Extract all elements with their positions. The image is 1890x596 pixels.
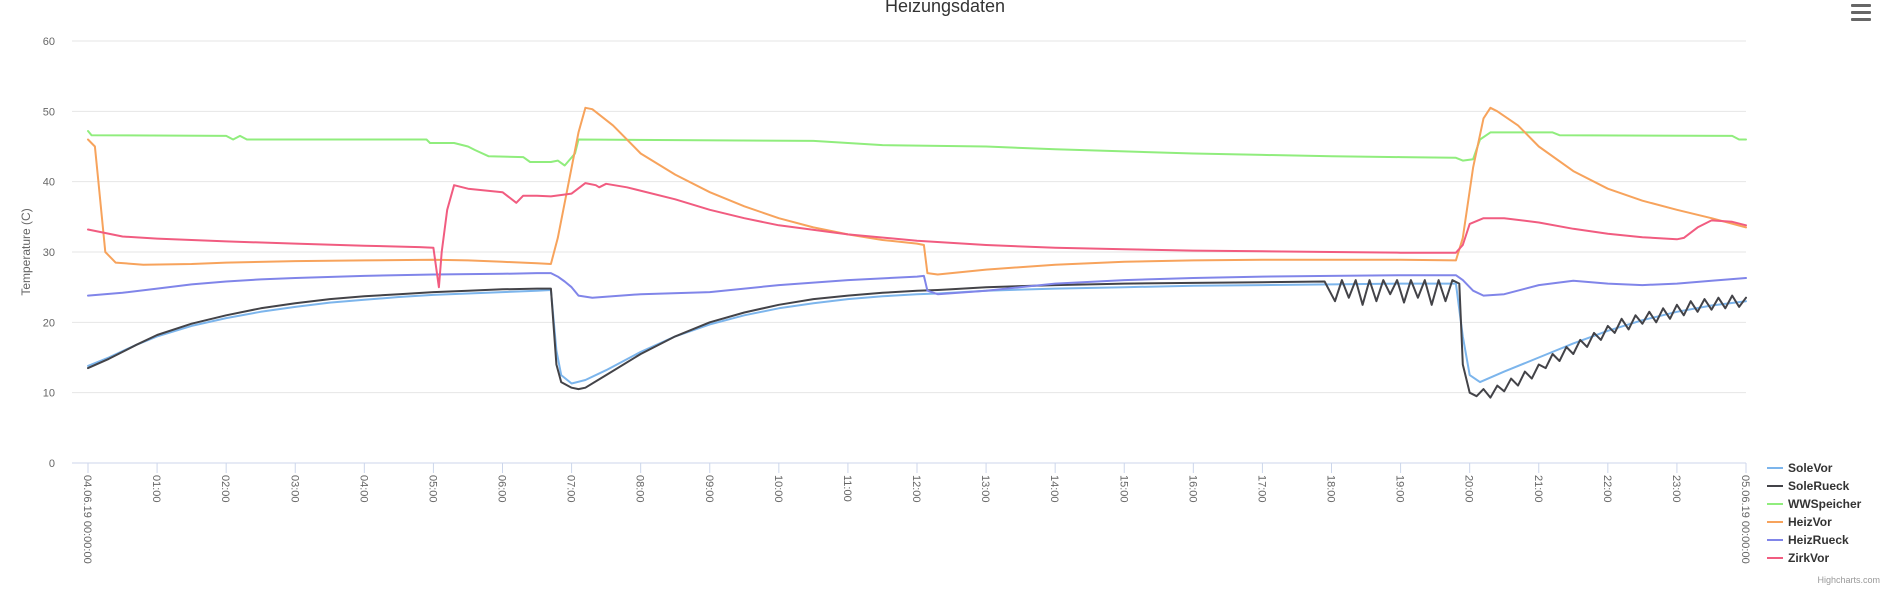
hamburger-bar <box>1851 4 1871 7</box>
x-tick-label: 18:00 <box>1325 475 1337 503</box>
x-tick-label: 09:00 <box>703 475 715 503</box>
x-tick-label: 08:00 <box>634 475 646 503</box>
y-tick-label: 40 <box>43 177 55 189</box>
hamburger-bar <box>1851 11 1871 14</box>
x-tick-label: 01:00 <box>150 475 162 503</box>
x-axis: 04.06.19 00:00:00 01:00 02:00 03:00 04:00 05:… <box>81 463 1751 564</box>
x-tick-label: 05:00 <box>426 475 438 503</box>
y-tick-label: 60 <box>43 36 55 48</box>
x-tick-label: 04.06.19 00:00:00 <box>81 475 93 564</box>
series-line-solerueck[interactable] <box>87 279 1747 399</box>
x-tick-label: 03:00 <box>288 475 300 503</box>
x-tick-label: 13:00 <box>979 475 991 503</box>
x-tick-label: 12:00 <box>910 475 922 503</box>
x-tick-label: 23:00 <box>1670 475 1682 503</box>
x-tick-label: 07:00 <box>565 475 577 503</box>
series-line-heizvor[interactable] <box>87 106 1747 276</box>
credits-link[interactable]: Highcharts.com <box>1817 575 1880 585</box>
y-axis-tick-labels: 0 10 20 30 40 50 60 <box>43 36 55 470</box>
x-tick-label: 02:00 <box>219 475 231 503</box>
x-tick-label: 17:00 <box>1255 475 1267 503</box>
x-tick-label: 06:00 <box>496 475 508 503</box>
y-tick-label: 20 <box>43 317 55 329</box>
legend-item-solerueck[interactable]: SoleRueck <box>1788 479 1850 493</box>
x-tick-label: 19:00 <box>1394 475 1406 503</box>
x-tick-label: 04:00 <box>357 475 369 503</box>
series-line-solevor[interactable] <box>87 282 1747 385</box>
legend-item-heizrueck[interactable]: HeizRueck <box>1788 533 1849 547</box>
x-tick-label: 16:00 <box>1186 475 1198 503</box>
legend[interactable]: SoleVor SoleRueck WWSpeicher HeizVor HeizRue… <box>1767 461 1862 565</box>
series-line-zirkvor[interactable] <box>87 182 1747 289</box>
x-tick-label: 22:00 <box>1601 475 1613 503</box>
x-tick-label: 10:00 <box>772 475 784 503</box>
x-tick-label: 05.06.19 00:00:00 <box>1739 475 1751 564</box>
grid-lines <box>72 40 1746 464</box>
y-tick-label: 50 <box>43 106 55 118</box>
series-line-wwspeicher[interactable] <box>87 130 1747 167</box>
x-tick-label: 15:00 <box>1117 475 1129 503</box>
chart-title: Heizungsdaten <box>885 0 1005 16</box>
legend-item-solevor[interactable]: SoleVor <box>1788 461 1833 475</box>
legend-item-heizvor[interactable]: HeizVor <box>1788 515 1832 529</box>
y-tick-label: 10 <box>43 388 55 400</box>
y-axis-title: Temperature (C) <box>19 208 33 295</box>
x-tick-label: 20:00 <box>1463 475 1475 503</box>
x-tick-label: 21:00 <box>1532 475 1544 503</box>
x-tick-label: 11:00 <box>841 475 853 502</box>
x-tick-label: 14:00 <box>1048 475 1060 503</box>
hamburger-bar <box>1851 18 1871 21</box>
y-tick-label: 0 <box>49 458 55 470</box>
legend-item-wwspeicher[interactable]: WWSpeicher <box>1788 497 1862 511</box>
legend-item-zirkvor[interactable]: ZirkVor <box>1788 551 1829 565</box>
chart-menu-button[interactable] <box>1848 0 1874 22</box>
series-line-heizrueck[interactable] <box>87 272 1747 299</box>
y-tick-label: 30 <box>43 247 55 259</box>
series-lines <box>87 106 1747 399</box>
